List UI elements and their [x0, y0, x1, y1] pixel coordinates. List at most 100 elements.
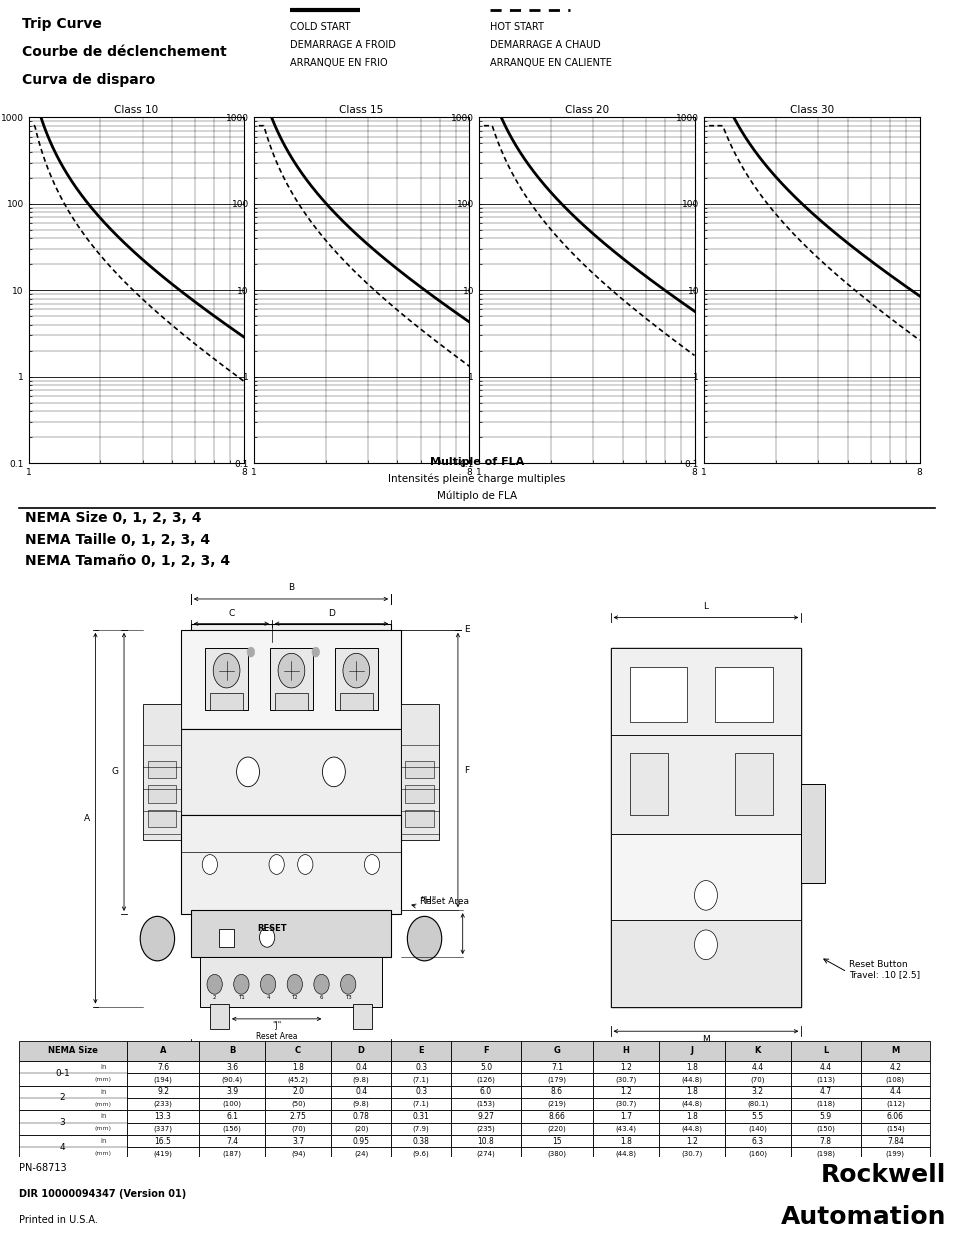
Text: in: in — [100, 1114, 107, 1119]
Bar — [210, 693, 243, 710]
Text: 4.4: 4.4 — [819, 1062, 831, 1072]
Text: B: B — [229, 1046, 235, 1056]
Bar — [391, 1135, 451, 1147]
Bar — [127, 1086, 199, 1098]
Text: 1.2: 1.2 — [619, 1087, 631, 1097]
Text: T2: T2 — [291, 995, 298, 1000]
Text: 3: 3 — [59, 1118, 65, 1128]
Text: 9.27: 9.27 — [477, 1112, 494, 1121]
Bar — [610, 735, 801, 834]
Bar — [353, 1004, 372, 1029]
Text: 2: 2 — [213, 995, 216, 1000]
Text: (44.8): (44.8) — [680, 1076, 701, 1083]
Text: (90.4): (90.4) — [221, 1076, 242, 1083]
Text: 4.2: 4.2 — [888, 1062, 901, 1072]
Text: (9.8): (9.8) — [353, 1100, 369, 1108]
Text: 1.2: 1.2 — [619, 1062, 631, 1072]
Text: (380): (380) — [547, 1150, 566, 1157]
Title: Class 10: Class 10 — [114, 105, 158, 115]
Text: 0.4: 0.4 — [355, 1087, 367, 1097]
Bar — [331, 1098, 391, 1110]
Text: (43.4): (43.4) — [615, 1125, 636, 1132]
Text: 0.38: 0.38 — [413, 1136, 429, 1146]
Bar — [391, 1147, 451, 1160]
Bar — [860, 1135, 929, 1147]
Circle shape — [694, 881, 717, 910]
Text: 1.2: 1.2 — [685, 1136, 697, 1146]
Text: 2.0: 2.0 — [292, 1087, 304, 1097]
Text: (24): (24) — [354, 1150, 368, 1157]
Bar — [451, 1061, 520, 1073]
Bar — [19, 1041, 127, 1061]
Circle shape — [247, 647, 254, 657]
Text: (50): (50) — [291, 1100, 305, 1108]
Text: 8.66: 8.66 — [548, 1112, 565, 1121]
Text: Reset Area: Reset Area — [419, 887, 468, 906]
Bar — [405, 761, 434, 778]
Text: (9.6): (9.6) — [413, 1150, 429, 1157]
Bar — [391, 1073, 451, 1086]
Bar — [592, 1123, 659, 1135]
Bar — [391, 1041, 451, 1061]
Bar — [451, 1073, 520, 1086]
Text: (199): (199) — [885, 1150, 903, 1157]
Bar — [724, 1147, 790, 1160]
Circle shape — [202, 855, 217, 874]
Bar — [860, 1110, 929, 1123]
Bar — [200, 957, 381, 1007]
Circle shape — [259, 927, 274, 947]
Bar — [790, 1147, 860, 1160]
Text: (337): (337) — [153, 1125, 172, 1132]
Bar — [659, 1041, 724, 1061]
Text: (118): (118) — [816, 1100, 834, 1108]
Bar — [127, 1110, 199, 1123]
Text: M: M — [890, 1046, 899, 1056]
Text: 6.3: 6.3 — [751, 1136, 763, 1146]
Text: (113): (113) — [816, 1076, 834, 1083]
Bar — [127, 1098, 199, 1110]
Bar — [610, 648, 801, 735]
Text: (7.1): (7.1) — [413, 1076, 429, 1083]
Circle shape — [342, 653, 369, 688]
Bar — [724, 1041, 790, 1061]
Bar — [331, 1073, 391, 1086]
Bar — [659, 1123, 724, 1135]
Bar — [405, 785, 434, 803]
Text: (7.1): (7.1) — [413, 1100, 429, 1108]
Bar — [790, 1098, 860, 1110]
Bar — [520, 1041, 592, 1061]
Bar — [191, 624, 391, 636]
Bar — [715, 667, 772, 722]
Bar — [592, 1061, 659, 1073]
Text: 4.4: 4.4 — [888, 1087, 901, 1097]
Text: ARRANQUE EN CALIENTE: ARRANQUE EN CALIENTE — [490, 58, 611, 68]
Text: (mm): (mm) — [94, 1126, 112, 1131]
Bar — [270, 648, 313, 710]
Bar — [199, 1110, 265, 1123]
Text: K: K — [754, 1046, 760, 1056]
Bar — [148, 761, 176, 778]
Text: B: B — [288, 583, 294, 592]
Text: 10.8: 10.8 — [477, 1136, 494, 1146]
Text: 0.95: 0.95 — [353, 1136, 370, 1146]
Bar — [199, 1073, 265, 1086]
Text: NEMA Taille 0, 1, 2, 3, 4: NEMA Taille 0, 1, 2, 3, 4 — [25, 532, 210, 547]
Text: F: F — [483, 1046, 488, 1056]
Bar — [199, 1123, 265, 1135]
Bar — [520, 1147, 592, 1160]
Bar — [331, 1061, 391, 1073]
Text: NEMA Size: NEMA Size — [48, 1046, 98, 1056]
Bar — [265, 1110, 331, 1123]
Bar — [265, 1061, 331, 1073]
Text: 5.9: 5.9 — [819, 1112, 831, 1121]
Bar — [148, 810, 176, 827]
Text: 6.06: 6.06 — [886, 1112, 902, 1121]
Text: "H": "H" — [419, 897, 436, 906]
Text: M: M — [701, 1035, 709, 1044]
Bar — [265, 1041, 331, 1061]
Bar — [400, 704, 438, 840]
Text: (44.8): (44.8) — [680, 1125, 701, 1132]
Text: H: H — [621, 1046, 629, 1056]
Bar — [391, 1110, 451, 1123]
Bar — [610, 648, 801, 1007]
